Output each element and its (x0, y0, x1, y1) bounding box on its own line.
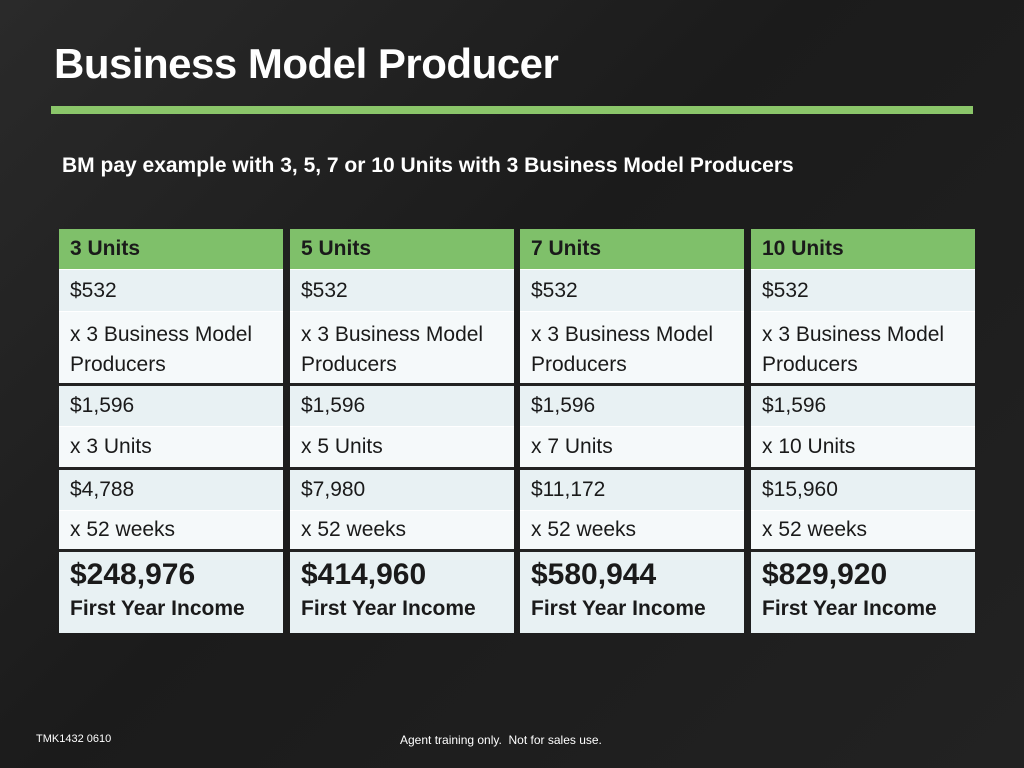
row-divider (290, 383, 514, 386)
row-divider (751, 383, 975, 386)
first-year-income-amount: $580,944 (531, 558, 657, 591)
producers-multiplier-cell: x 3 Business Model Producers (59, 312, 283, 383)
subtotal-cell: $1,596 (59, 386, 283, 426)
base-pay-cell: $532 (59, 270, 283, 311)
row-divider (520, 467, 744, 470)
base-pay-cell: $532 (751, 270, 975, 311)
total-cell: $829,920 First Year Income (751, 552, 975, 633)
row-divider (290, 467, 514, 470)
first-year-income-amount: $248,976 (70, 558, 196, 591)
pay-table-5-units: 5 Units $532 x 3 Business Model Producer… (290, 229, 514, 633)
table-header: 3 Units (59, 229, 283, 269)
table-header: 7 Units (520, 229, 744, 269)
disclaimer-note: Agent training only. Not for sales use. (400, 733, 602, 747)
weeks-multiplier-cell: x 52 weeks (290, 511, 514, 549)
row-divider (520, 549, 744, 552)
first-year-income-label: First Year Income (531, 597, 706, 620)
pay-example-tables: 3 Units $532 x 3 Business Model Producer… (59, 229, 975, 633)
producers-multiplier-cell: x 3 Business Model Producers (520, 312, 744, 383)
producers-multiplier-cell: x 3 Business Model Producers (290, 312, 514, 383)
document-code: TMK1432 0610 (36, 733, 112, 745)
row-divider (59, 549, 283, 552)
total-cell: $580,944 First Year Income (520, 552, 744, 633)
page-subtitle: BM pay example with 3, 5, 7 or 10 Units … (62, 154, 794, 177)
producers-multiplier-cell: x 3 Business Model Producers (751, 312, 975, 383)
weeks-multiplier-cell: x 52 weeks (59, 511, 283, 549)
units-multiplier-cell: x 3 Units (59, 427, 283, 467)
subtotal-cell: $1,596 (751, 386, 975, 426)
weekly-income-cell: $4,788 (59, 470, 283, 510)
table-header: 5 Units (290, 229, 514, 269)
units-multiplier-cell: x 7 Units (520, 427, 744, 467)
row-divider (59, 467, 283, 470)
weekly-income-cell: $7,980 (290, 470, 514, 510)
units-multiplier-cell: x 5 Units (290, 427, 514, 467)
row-divider (751, 549, 975, 552)
total-cell: $248,976 First Year Income (59, 552, 283, 633)
first-year-income-amount: $414,960 (301, 558, 427, 591)
row-divider (290, 549, 514, 552)
page-title: Business Model Producer (54, 40, 559, 87)
first-year-income-label: First Year Income (70, 597, 245, 620)
row-divider (59, 383, 283, 386)
units-multiplier-cell: x 10 Units (751, 427, 975, 467)
weekly-income-cell: $15,960 (751, 470, 975, 510)
base-pay-cell: $532 (520, 270, 744, 311)
weeks-multiplier-cell: x 52 weeks (520, 511, 744, 549)
pay-table-7-units: 7 Units $532 x 3 Business Model Producer… (520, 229, 744, 633)
total-cell: $414,960 First Year Income (290, 552, 514, 633)
first-year-income-amount: $829,920 (762, 558, 888, 591)
weekly-income-cell: $11,172 (520, 470, 744, 510)
row-divider (751, 467, 975, 470)
subtotal-cell: $1,596 (520, 386, 744, 426)
first-year-income-label: First Year Income (762, 597, 937, 620)
first-year-income-label: First Year Income (301, 597, 476, 620)
base-pay-cell: $532 (290, 270, 514, 311)
pay-table-3-units: 3 Units $532 x 3 Business Model Producer… (59, 229, 283, 633)
pay-table-10-units: 10 Units $532 x 3 Business Model Produce… (751, 229, 975, 633)
weeks-multiplier-cell: x 52 weeks (751, 511, 975, 549)
subtotal-cell: $1,596 (290, 386, 514, 426)
row-divider (520, 383, 744, 386)
title-divider (51, 106, 973, 114)
table-header: 10 Units (751, 229, 975, 269)
